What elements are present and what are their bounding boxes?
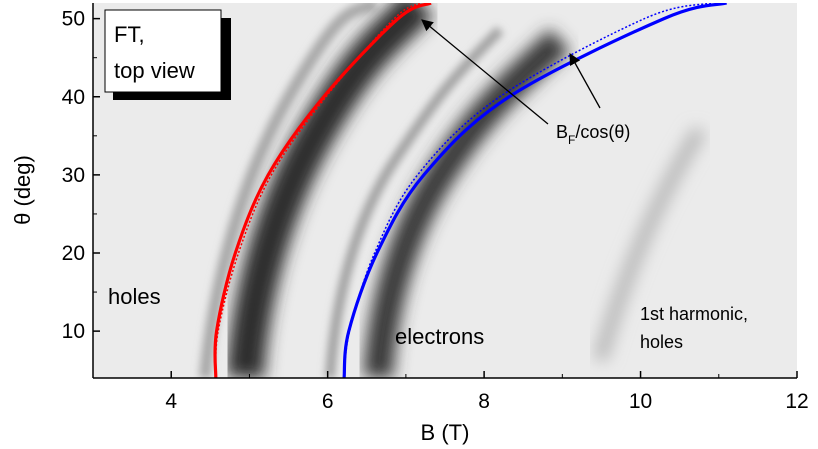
y-tick-label: 20 [62, 242, 85, 265]
y-tick-label: 50 [62, 8, 85, 31]
annotation: electrons [395, 324, 484, 349]
arrow [569, 52, 601, 109]
density-map [93, 3, 797, 378]
annotation: holes [108, 284, 161, 309]
band-harmonic [593, 126, 706, 362]
y-tick-label: 40 [62, 86, 85, 109]
curve [213, 3, 432, 378]
annotation: FT, [114, 22, 145, 47]
y-axis-label: θ (deg) [10, 155, 35, 225]
y-tick-label: 30 [62, 164, 85, 187]
annotation: BF/cos(θ) [556, 122, 630, 147]
x-tick-label: 8 [478, 390, 490, 413]
x-tick-label: 10 [629, 390, 652, 413]
y-tick-label: 10 [62, 320, 85, 343]
band-halo [199, 3, 378, 378]
x-tick-label: 4 [165, 390, 177, 413]
arrow [421, 19, 549, 125]
x-tick-label: 12 [785, 390, 808, 413]
annotation: holes [640, 332, 683, 352]
annotation: top view [114, 58, 195, 83]
band-electrons [363, 28, 571, 378]
annotation-part: /cos(θ) [575, 122, 630, 142]
label-box [104, 9, 222, 93]
x-tick-label: 6 [322, 390, 334, 413]
curve [343, 3, 712, 378]
curves [213, 3, 727, 378]
band-holes [226, 3, 434, 378]
band-halo [325, 26, 504, 378]
curve [214, 3, 422, 378]
x-axis-label: B (T) [421, 420, 470, 445]
ticks: 4 6 8 10 12 10 20 30 40 50 [62, 8, 809, 413]
annotation-part: F [568, 133, 575, 147]
annotation-part: B [556, 122, 568, 142]
annotation: 1st harmonic, [640, 304, 748, 324]
